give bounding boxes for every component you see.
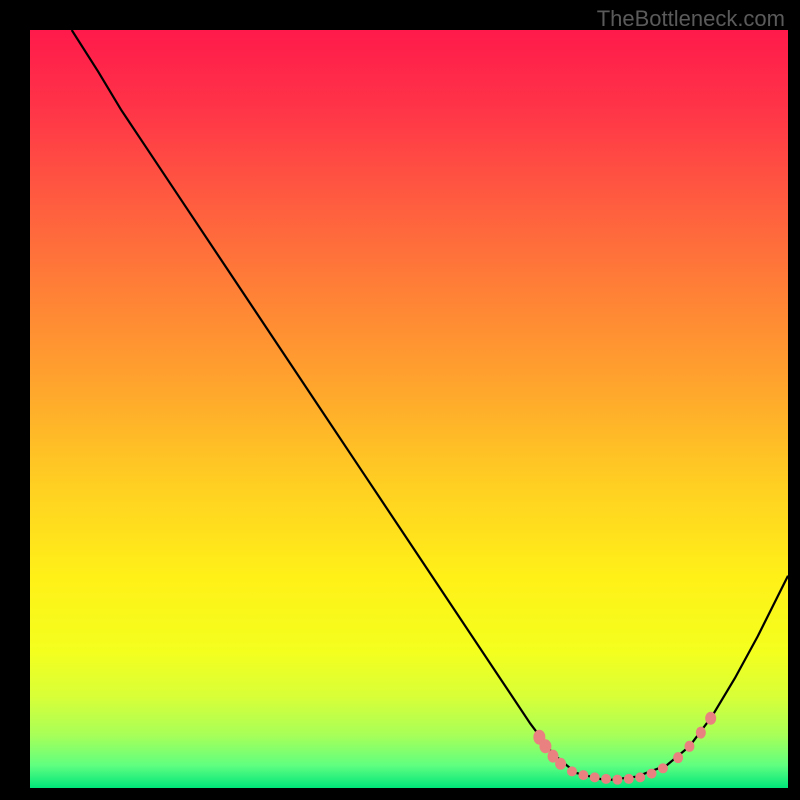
data-point bbox=[601, 774, 611, 784]
data-point bbox=[705, 712, 716, 725]
data-point bbox=[555, 758, 566, 770]
data-point bbox=[658, 763, 668, 773]
data-point bbox=[612, 775, 622, 785]
data-point bbox=[635, 772, 645, 782]
curve-layer bbox=[30, 30, 788, 788]
watermark-text: TheBottleneck.com bbox=[597, 6, 785, 32]
data-point bbox=[624, 774, 634, 784]
data-point bbox=[696, 727, 706, 739]
data-point bbox=[578, 770, 588, 780]
chart-container: TheBottleneck.com bbox=[0, 0, 800, 800]
plot-area bbox=[30, 30, 788, 788]
data-point bbox=[590, 772, 600, 782]
data-point bbox=[567, 766, 577, 776]
data-point bbox=[673, 752, 683, 763]
data-point bbox=[647, 769, 657, 779]
bottleneck-curve bbox=[72, 30, 788, 780]
data-point bbox=[684, 741, 694, 752]
data-points bbox=[533, 712, 716, 785]
